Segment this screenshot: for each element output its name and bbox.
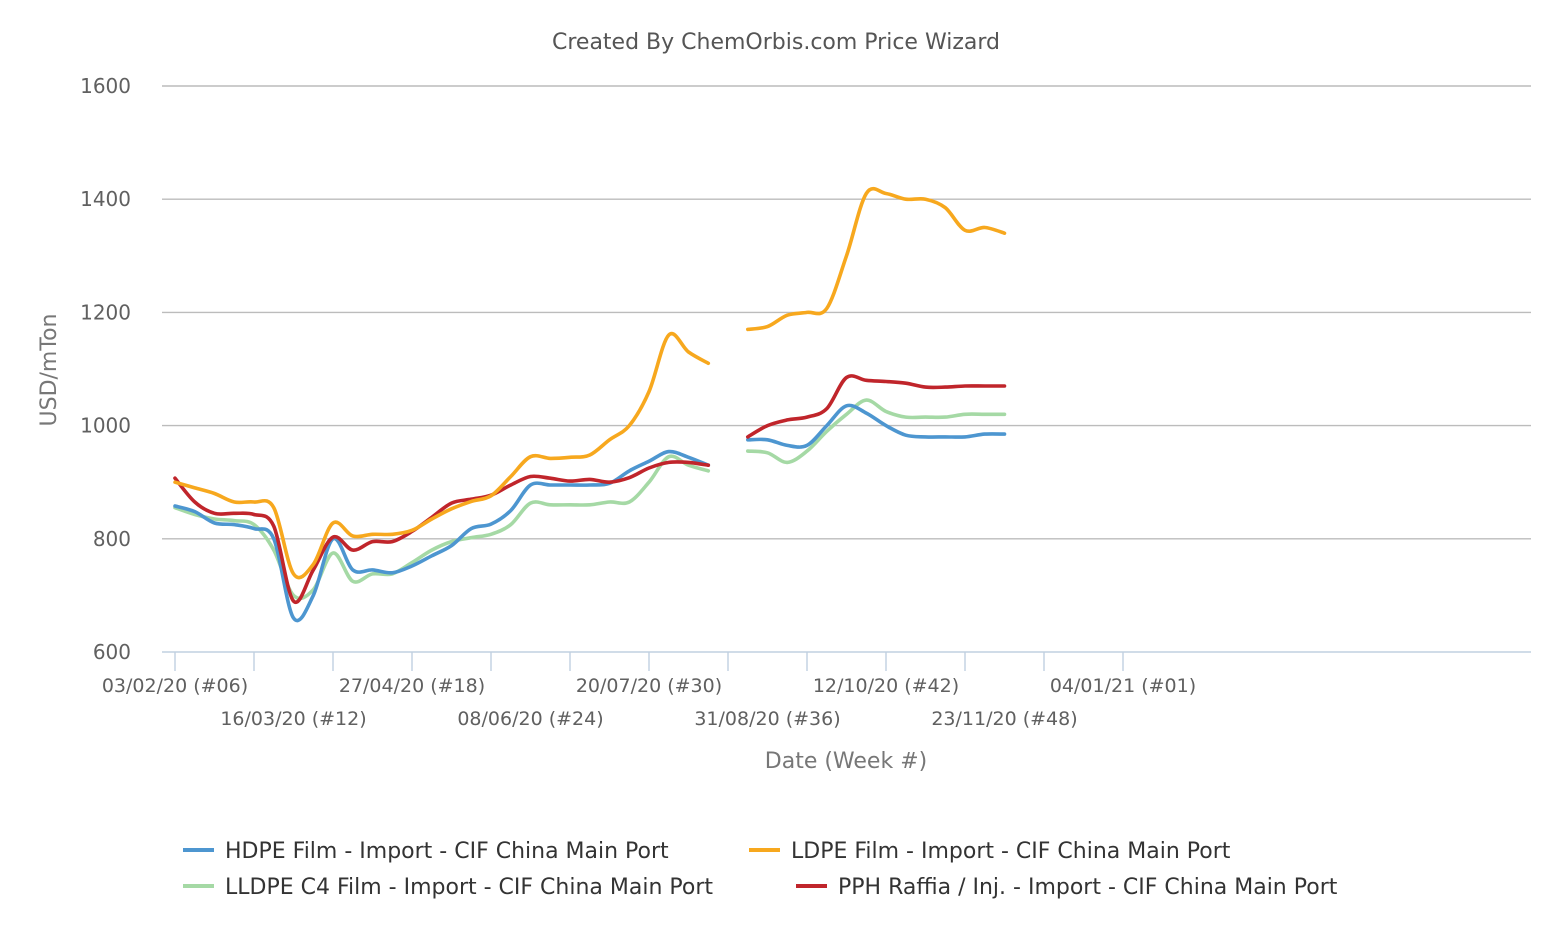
legend-item-pph[interactable]: PPH Raffia / Inj. - Import - CIF China M… xyxy=(796,875,1338,900)
y-axis-ticks: 600 800 1000 1200 1400 1600 xyxy=(80,74,131,664)
x-tick-label: 20/07/20 (#30) xyxy=(576,675,722,697)
y-tick-label: 1600 xyxy=(80,74,131,98)
legend-item-hdpe[interactable]: HDPE Film - Import - CIF China Main Port xyxy=(183,839,669,864)
series-line-pph xyxy=(173,374,1007,605)
x-tick-label: 04/01/21 (#01) xyxy=(1050,675,1196,697)
legend: HDPE Film - Import - CIF China Main Port… xyxy=(183,839,1338,900)
x-axis: 03/02/20 (#06) 16/03/20 (#12) 27/04/20 (#1… xyxy=(102,651,1531,730)
legend-item-ldpe[interactable]: LDPE Film - Import - CIF China Main Port xyxy=(749,839,1231,864)
y-tick-label: 800 xyxy=(93,527,131,551)
x-tick-label: 08/06/20 (#24) xyxy=(457,708,603,730)
legend-label: PPH Raffia / Inj. - Import - CIF China M… xyxy=(838,875,1338,900)
chart-title: Created By ChemOrbis.com Price Wizard xyxy=(552,30,1000,55)
y-axis-label: USD/mTon xyxy=(37,314,62,427)
y-tick-label: 1000 xyxy=(80,414,131,438)
series-line-ldpe xyxy=(173,186,1007,580)
series-line-hdpe xyxy=(173,403,1007,623)
legend-label: HDPE Film - Import - CIF China Main Port xyxy=(225,839,669,864)
x-tick-label: 31/08/20 (#36) xyxy=(694,708,840,730)
grid-layer xyxy=(162,85,1531,540)
x-tick-label: 12/10/20 (#42) xyxy=(813,675,959,697)
series-line-lldpe xyxy=(173,398,1007,601)
x-axis-label: Date (Week #) xyxy=(765,749,927,774)
y-tick-label: 600 xyxy=(93,640,131,664)
y-tick-label: 1400 xyxy=(80,187,131,211)
legend-item-lldpe[interactable]: LLDPE C4 Film - Import - CIF China Main … xyxy=(183,875,713,900)
x-tick-label: 23/11/20 (#48) xyxy=(931,708,1077,730)
x-tick-label: 27/04/20 (#18) xyxy=(339,675,485,697)
series-layer xyxy=(173,186,1007,623)
x-tick-label: 03/02/20 (#06) xyxy=(102,675,248,697)
x-tick-label: 16/03/20 (#12) xyxy=(220,708,366,730)
legend-label: LDPE Film - Import - CIF China Main Port xyxy=(791,839,1231,864)
legend-label: LLDPE C4 Film - Import - CIF China Main … xyxy=(225,875,713,900)
y-tick-label: 1200 xyxy=(80,300,131,324)
